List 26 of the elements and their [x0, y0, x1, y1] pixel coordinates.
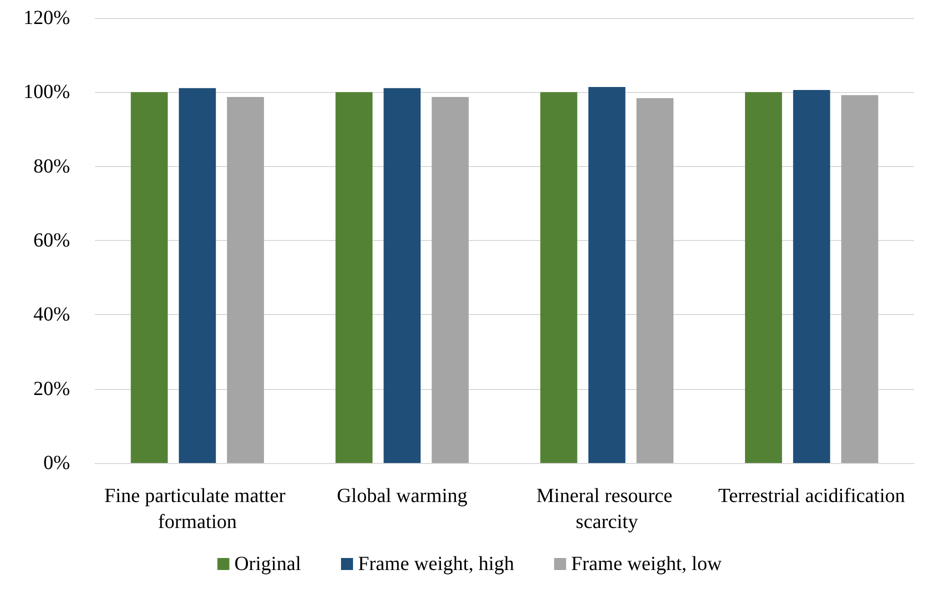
y-tick-label: 20% — [33, 378, 70, 400]
bar — [745, 92, 782, 463]
y-tick-label: 120% — [23, 7, 70, 29]
bar — [841, 95, 878, 463]
y-tick-label: 0% — [43, 452, 70, 474]
bar — [130, 92, 168, 463]
y-tick-label: 80% — [33, 155, 70, 178]
x-tick-label: Mineral resource scarcity — [536, 485, 678, 533]
bar — [336, 92, 373, 463]
bar — [793, 90, 830, 463]
x-tick-label: Terrestrial acidification — [718, 485, 906, 507]
y-tick-label: 100% — [23, 81, 70, 104]
bar — [636, 98, 674, 463]
x-tick-label: Global warming — [336, 485, 468, 507]
bar — [384, 88, 421, 463]
y-tick-label: 40% — [33, 304, 70, 326]
legend-label: Frame weight, low — [571, 553, 722, 575]
bar — [226, 96, 264, 463]
bar — [432, 96, 469, 463]
x-tick-label: Fine particulate matter formation — [104, 485, 290, 533]
y-tick-label: 60% — [33, 230, 70, 252]
bar — [588, 86, 626, 463]
legend-label: Original — [234, 553, 302, 575]
legend-label: Frame weight, high — [358, 553, 514, 575]
bar — [540, 92, 578, 463]
bar — [178, 88, 216, 463]
